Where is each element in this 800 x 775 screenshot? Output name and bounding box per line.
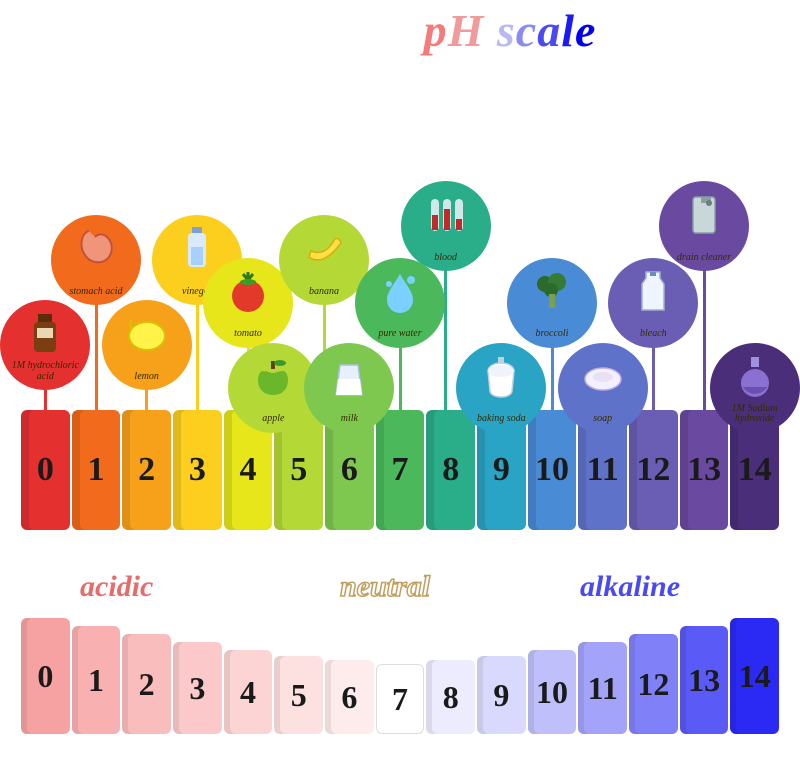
item-bubble: bleach bbox=[608, 258, 698, 348]
item-bubble: milk bbox=[304, 343, 394, 433]
lower-cell: 10 bbox=[528, 650, 577, 734]
lower-bar-row: 01234567891011121314 bbox=[20, 614, 780, 734]
item-label: milk bbox=[341, 414, 358, 425]
item-label: lemon bbox=[134, 372, 158, 383]
upper-cell: 13 bbox=[680, 410, 729, 530]
lower-cell: 12 bbox=[629, 634, 678, 734]
broccoli-icon bbox=[507, 266, 597, 316]
item-label: drain cleaner bbox=[677, 253, 731, 264]
item-label: banana bbox=[309, 287, 339, 298]
water-icon bbox=[355, 266, 445, 316]
stem bbox=[652, 338, 655, 411]
upper-cell: 8 bbox=[426, 410, 475, 530]
item-bubble: 1M Sodium hydroxide bbox=[710, 343, 800, 433]
stem bbox=[551, 338, 554, 411]
lower-cell: 3 bbox=[173, 642, 222, 734]
tomato-icon bbox=[203, 266, 293, 316]
lower-cell: 9 bbox=[477, 656, 526, 734]
stem bbox=[703, 261, 706, 410]
flask-icon bbox=[710, 351, 800, 401]
milk-icon bbox=[304, 351, 394, 401]
lower-cell: 5 bbox=[274, 656, 323, 734]
lower-label: neutral bbox=[340, 570, 430, 604]
lower-cell: 4 bbox=[224, 650, 273, 734]
lower-cell: 7 bbox=[376, 664, 425, 734]
item-bubble: pure water bbox=[355, 258, 445, 348]
lower-label: alkaline bbox=[580, 570, 680, 604]
lower-cell: 0 bbox=[21, 618, 70, 734]
item-bubble: 1M hydrochloric acid bbox=[0, 300, 90, 390]
lemon-icon bbox=[102, 308, 192, 358]
bleach-icon bbox=[608, 266, 698, 316]
upper-chart: 01234567891011121314 1M hydrochloric aci… bbox=[20, 50, 780, 530]
item-label: tomato bbox=[234, 329, 262, 340]
lower-cell: 1 bbox=[72, 626, 121, 734]
upper-cell: 10 bbox=[528, 410, 577, 530]
lower-cell: 13 bbox=[680, 626, 729, 734]
item-label: pure water bbox=[378, 329, 421, 340]
stem bbox=[196, 295, 199, 410]
item-bubble: blood bbox=[401, 181, 491, 271]
item-bubble: soap bbox=[558, 343, 648, 433]
stem bbox=[399, 338, 402, 411]
upper-cell: 3 bbox=[173, 410, 222, 530]
title-scale: scale bbox=[497, 5, 597, 56]
lower-label: acidic bbox=[80, 570, 153, 604]
item-bubble: drain cleaner bbox=[659, 181, 749, 271]
blood-icon bbox=[401, 189, 491, 239]
item-label: baking soda bbox=[477, 414, 526, 425]
upper-cell: 12 bbox=[629, 410, 678, 530]
lower-cell: 2 bbox=[122, 634, 171, 734]
lower-chart: acidicneutralalkaline 012345678910111213… bbox=[20, 570, 780, 770]
soap-icon bbox=[558, 351, 648, 401]
lower-cell: 14 bbox=[730, 618, 779, 734]
lower-labels: acidic neutral alkaline bbox=[20, 570, 780, 616]
upper-cell: 1 bbox=[72, 410, 121, 530]
upper-cell: 2 bbox=[122, 410, 171, 530]
bottle-icon bbox=[0, 308, 90, 358]
upper-cell: 0 bbox=[21, 410, 70, 530]
title-ph: pH bbox=[424, 5, 485, 56]
stem bbox=[95, 295, 98, 410]
item-bubble: stomach acid bbox=[51, 215, 141, 305]
soda-icon bbox=[456, 351, 546, 401]
item-label: 1M Sodium hydroxide bbox=[713, 404, 797, 425]
stomach-icon bbox=[51, 223, 141, 273]
lower-cell: 11 bbox=[578, 642, 627, 734]
upper-bar-row: 01234567891011121314 bbox=[20, 410, 780, 530]
item-label: bleach bbox=[640, 329, 667, 340]
item-bubble: lemon bbox=[102, 300, 192, 390]
item-bubble: baking soda bbox=[456, 343, 546, 433]
lower-cell: 8 bbox=[426, 660, 475, 734]
drain-icon bbox=[659, 189, 749, 239]
item-label: soap bbox=[593, 414, 612, 425]
item-label: 1M hydrochloric acid bbox=[3, 361, 87, 382]
lower-cell: 6 bbox=[325, 660, 374, 734]
item-label: blood bbox=[434, 253, 457, 264]
upper-cell: 7 bbox=[376, 410, 425, 530]
item-bubble: broccoli bbox=[507, 258, 597, 348]
item-label: stomach acid bbox=[69, 287, 122, 298]
item-label: broccoli bbox=[536, 329, 569, 340]
item-label: apple bbox=[262, 414, 284, 425]
